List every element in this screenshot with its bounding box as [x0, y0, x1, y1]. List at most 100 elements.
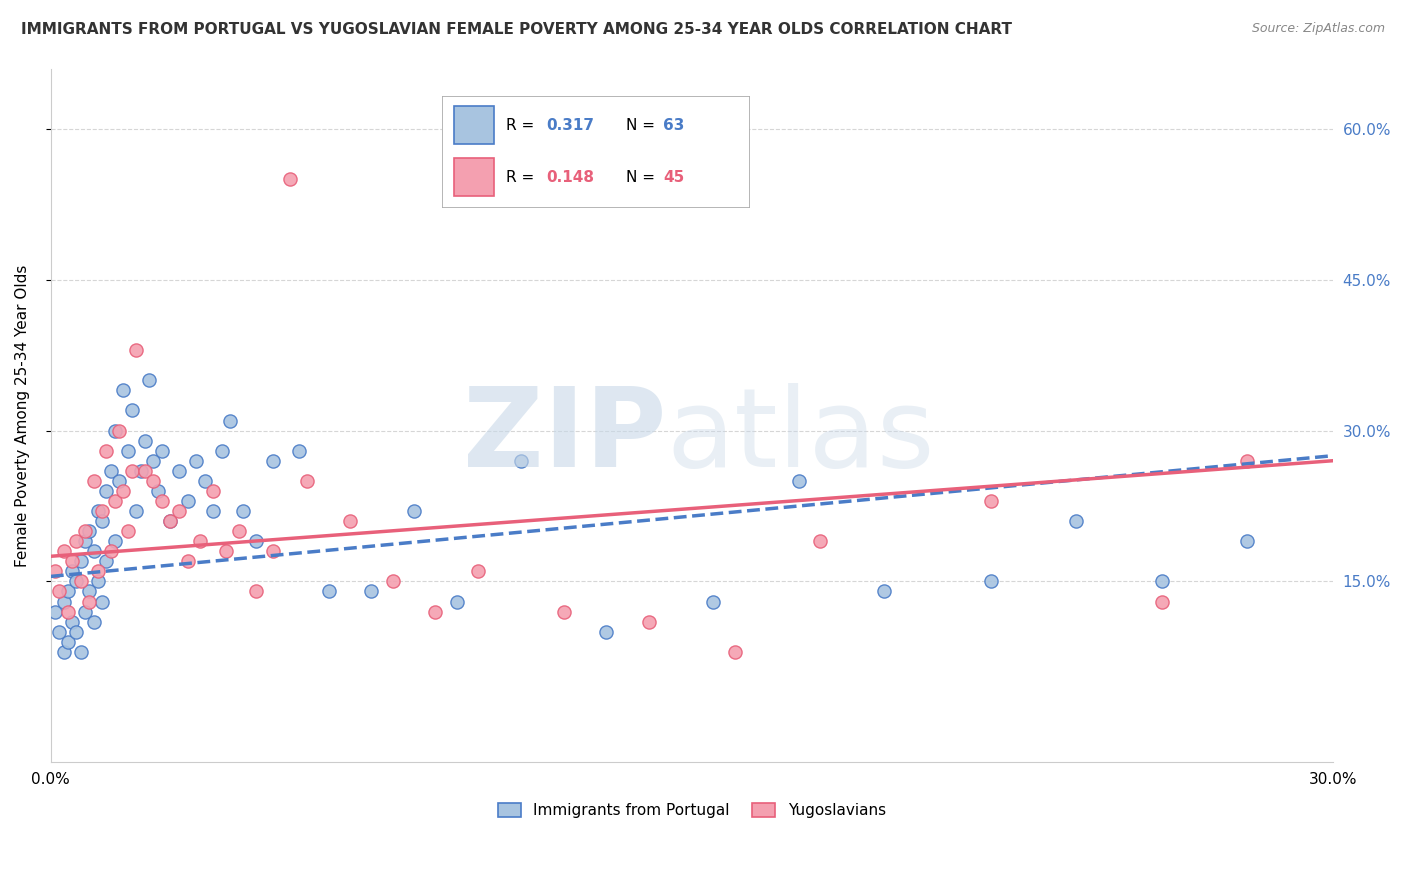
Point	[1150, 574, 1173, 589]
Point	[1066, 514, 1088, 528]
Point	[134, 434, 156, 448]
Point	[808, 534, 831, 549]
Point	[262, 454, 284, 468]
Point	[262, 544, 284, 558]
Point	[44, 565, 66, 579]
Point	[245, 534, 267, 549]
Point	[1150, 594, 1173, 608]
Point	[723, 645, 745, 659]
Point	[121, 403, 143, 417]
Point	[702, 594, 724, 608]
Point	[108, 424, 131, 438]
Text: IMMIGRANTS FROM PORTUGAL VS YUGOSLAVIAN FEMALE POVERTY AMONG 25-34 YEAR OLDS COR: IMMIGRANTS FROM PORTUGAL VS YUGOSLAVIAN …	[21, 22, 1012, 37]
Point	[79, 584, 101, 599]
Point	[73, 524, 96, 538]
Point	[278, 172, 301, 186]
Point	[87, 574, 110, 589]
Point	[52, 544, 75, 558]
Point	[91, 594, 114, 608]
Point	[96, 554, 118, 568]
Point	[60, 565, 83, 579]
Point	[56, 605, 79, 619]
Point	[595, 624, 617, 639]
Point	[125, 343, 148, 357]
Point	[134, 464, 156, 478]
Point	[381, 574, 404, 589]
Point	[60, 554, 83, 568]
Point	[176, 494, 198, 508]
Point	[787, 474, 810, 488]
Point	[121, 464, 143, 478]
Text: Source: ZipAtlas.com: Source: ZipAtlas.com	[1251, 22, 1385, 36]
Point	[211, 443, 233, 458]
Point	[150, 494, 173, 508]
Point	[159, 514, 181, 528]
Point	[83, 544, 105, 558]
Text: ZIP: ZIP	[463, 383, 666, 490]
Point	[44, 605, 66, 619]
Point	[69, 645, 91, 659]
Point	[146, 483, 169, 498]
Point	[87, 504, 110, 518]
Point	[360, 584, 382, 599]
Point	[125, 504, 148, 518]
Point	[138, 373, 160, 387]
Text: atlas: atlas	[666, 383, 935, 490]
Point	[104, 494, 127, 508]
Point	[638, 615, 661, 629]
Point	[91, 504, 114, 518]
Point	[553, 605, 575, 619]
Point	[65, 624, 87, 639]
Point	[245, 584, 267, 599]
Point	[65, 574, 87, 589]
Point	[194, 474, 217, 488]
Point	[65, 534, 87, 549]
Point	[339, 514, 361, 528]
Point	[73, 534, 96, 549]
Point	[100, 544, 122, 558]
Point	[96, 483, 118, 498]
Point	[980, 574, 1002, 589]
Point	[79, 524, 101, 538]
Point	[48, 624, 70, 639]
Point	[60, 615, 83, 629]
Point	[56, 584, 79, 599]
Point	[1236, 534, 1258, 549]
Point	[83, 615, 105, 629]
Point	[873, 584, 896, 599]
Point	[87, 565, 110, 579]
Point	[142, 454, 165, 468]
Point	[467, 565, 489, 579]
Point	[112, 483, 135, 498]
Point	[48, 584, 70, 599]
Point	[215, 544, 238, 558]
Point	[104, 424, 127, 438]
Point	[287, 443, 309, 458]
Point	[318, 584, 340, 599]
Point	[108, 474, 131, 488]
Point	[402, 504, 425, 518]
Point	[509, 454, 531, 468]
Point	[446, 594, 468, 608]
Legend: Immigrants from Portugal, Yugoslavians: Immigrants from Portugal, Yugoslavians	[492, 797, 891, 824]
Point	[117, 443, 139, 458]
Point	[73, 605, 96, 619]
Point	[219, 413, 242, 427]
Point	[159, 514, 181, 528]
Point	[112, 384, 135, 398]
Point	[96, 443, 118, 458]
Point	[69, 554, 91, 568]
Point	[69, 574, 91, 589]
Point	[184, 454, 207, 468]
Point	[100, 464, 122, 478]
Point	[104, 534, 127, 549]
Point	[56, 634, 79, 648]
Point	[202, 504, 225, 518]
Y-axis label: Female Poverty Among 25-34 Year Olds: Female Poverty Among 25-34 Year Olds	[15, 264, 30, 566]
Point	[167, 464, 190, 478]
Point	[980, 494, 1002, 508]
Point	[150, 443, 173, 458]
Point	[297, 474, 319, 488]
Point	[142, 474, 165, 488]
Point	[91, 514, 114, 528]
